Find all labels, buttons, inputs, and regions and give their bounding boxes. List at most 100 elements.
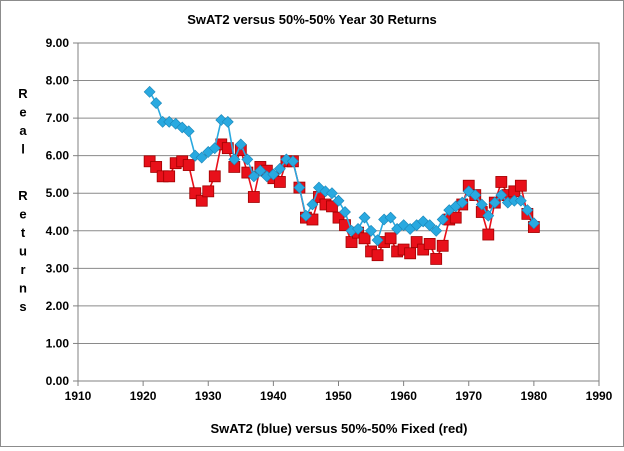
x-tick-label: 1980 bbox=[521, 389, 548, 403]
data-point bbox=[273, 162, 286, 175]
data-point bbox=[358, 211, 371, 224]
x-tick-label: 1920 bbox=[130, 389, 157, 403]
data-point bbox=[339, 219, 351, 232]
y-tick-label: 1.00 bbox=[46, 336, 70, 350]
x-axis-title: SwAT2 (blue) versus 50%-50% Fixed (red) bbox=[211, 421, 468, 436]
y-axis-ticks: 0.00 1.00 2.00 3.00 4.00 5.00 6.00 7.00 8.00 9.00 bbox=[46, 36, 78, 388]
data-point bbox=[221, 115, 234, 128]
data-point bbox=[306, 198, 319, 211]
data-point bbox=[300, 209, 312, 222]
data-point bbox=[326, 187, 338, 200]
x-tick-label: 1940 bbox=[260, 389, 287, 403]
data-point bbox=[430, 253, 443, 265]
data-point bbox=[332, 194, 345, 207]
data-point bbox=[495, 176, 508, 188]
data-point bbox=[163, 170, 176, 183]
data-point bbox=[189, 187, 202, 200]
data-point bbox=[527, 217, 540, 230]
y-axis-title-letter: n bbox=[19, 281, 27, 296]
data-point bbox=[254, 164, 267, 177]
x-tick-label: 1960 bbox=[390, 389, 417, 403]
data-point bbox=[273, 176, 286, 188]
data-point bbox=[423, 238, 436, 250]
data-point bbox=[352, 222, 364, 235]
data-point bbox=[488, 196, 501, 209]
data-point bbox=[365, 224, 377, 237]
data-point bbox=[371, 234, 384, 247]
x-tick-label: 1930 bbox=[195, 389, 222, 403]
data-point bbox=[195, 194, 208, 207]
data-point bbox=[436, 239, 449, 252]
data-point bbox=[208, 170, 221, 183]
data-point bbox=[228, 153, 241, 166]
y-tick-label: 3.00 bbox=[46, 261, 70, 275]
data-point bbox=[150, 161, 163, 173]
data-point bbox=[469, 189, 482, 202]
data-point bbox=[143, 85, 156, 98]
y-axis-title-letter: l bbox=[21, 142, 25, 157]
y-tick-label: 5.00 bbox=[46, 186, 70, 200]
data-point bbox=[384, 232, 397, 245]
data-point bbox=[514, 179, 527, 192]
y-axis-title-letter: r bbox=[20, 262, 25, 277]
data-point bbox=[326, 200, 338, 213]
data-series bbox=[143, 85, 540, 265]
data-point bbox=[208, 142, 221, 155]
data-point bbox=[195, 151, 208, 164]
y-axis-title-letter: R bbox=[18, 86, 28, 101]
data-point bbox=[267, 168, 280, 181]
y-axis-title-word: Returns bbox=[18, 188, 28, 314]
data-point bbox=[482, 228, 495, 241]
data-point bbox=[449, 211, 462, 224]
y-tick-label: 7.00 bbox=[46, 111, 70, 125]
data-point bbox=[475, 198, 488, 211]
y-tick-label: 6.00 bbox=[46, 149, 70, 163]
data-point bbox=[495, 189, 508, 202]
data-point bbox=[384, 211, 397, 224]
data-point bbox=[371, 249, 384, 262]
data-point bbox=[247, 170, 260, 183]
y-axis-title-letter: a bbox=[19, 123, 27, 138]
y-axis-title-letter: e bbox=[19, 105, 26, 120]
y-tick-label: 2.00 bbox=[46, 299, 70, 313]
x-axis-ticks: 1910 1920 1930 1940 1950 1960 1970 1980 1990 bbox=[65, 381, 613, 403]
data-point bbox=[202, 185, 215, 198]
data-point bbox=[293, 181, 306, 194]
data-point bbox=[247, 191, 260, 203]
gridlines bbox=[78, 42, 599, 344]
chart-title: SwAT2 versus 50%-50% Year 30 Returns bbox=[187, 12, 437, 27]
data-point bbox=[358, 232, 371, 245]
data-point bbox=[221, 142, 234, 155]
y-axis-title-letter: e bbox=[19, 207, 26, 222]
y-axis-title-letter: t bbox=[21, 225, 26, 240]
y-tick-label: 8.00 bbox=[46, 74, 70, 88]
data-point bbox=[456, 196, 469, 209]
data-point bbox=[150, 97, 163, 110]
y-tick-label: 9.00 bbox=[46, 36, 70, 50]
data-point bbox=[332, 211, 345, 224]
series-blue bbox=[143, 85, 540, 247]
x-tick-label: 1970 bbox=[455, 389, 482, 403]
data-point bbox=[430, 224, 443, 237]
data-point bbox=[182, 125, 195, 138]
y-axis-title-letter: R bbox=[18, 188, 28, 203]
data-point bbox=[404, 247, 417, 260]
data-point bbox=[241, 153, 254, 166]
data-point bbox=[410, 236, 423, 248]
data-point bbox=[339, 206, 351, 218]
y-tick-label: 4.00 bbox=[46, 224, 70, 238]
data-point bbox=[521, 204, 534, 217]
x-tick-label: 1950 bbox=[325, 389, 352, 403]
data-point bbox=[482, 209, 495, 222]
x-tick-label: 1910 bbox=[65, 389, 92, 403]
data-point bbox=[423, 219, 436, 232]
data-point bbox=[182, 159, 195, 171]
y-tick-label: 0.00 bbox=[46, 374, 70, 388]
data-point bbox=[234, 138, 247, 151]
y-axis-title-letter: s bbox=[19, 299, 26, 314]
data-point bbox=[286, 155, 299, 168]
